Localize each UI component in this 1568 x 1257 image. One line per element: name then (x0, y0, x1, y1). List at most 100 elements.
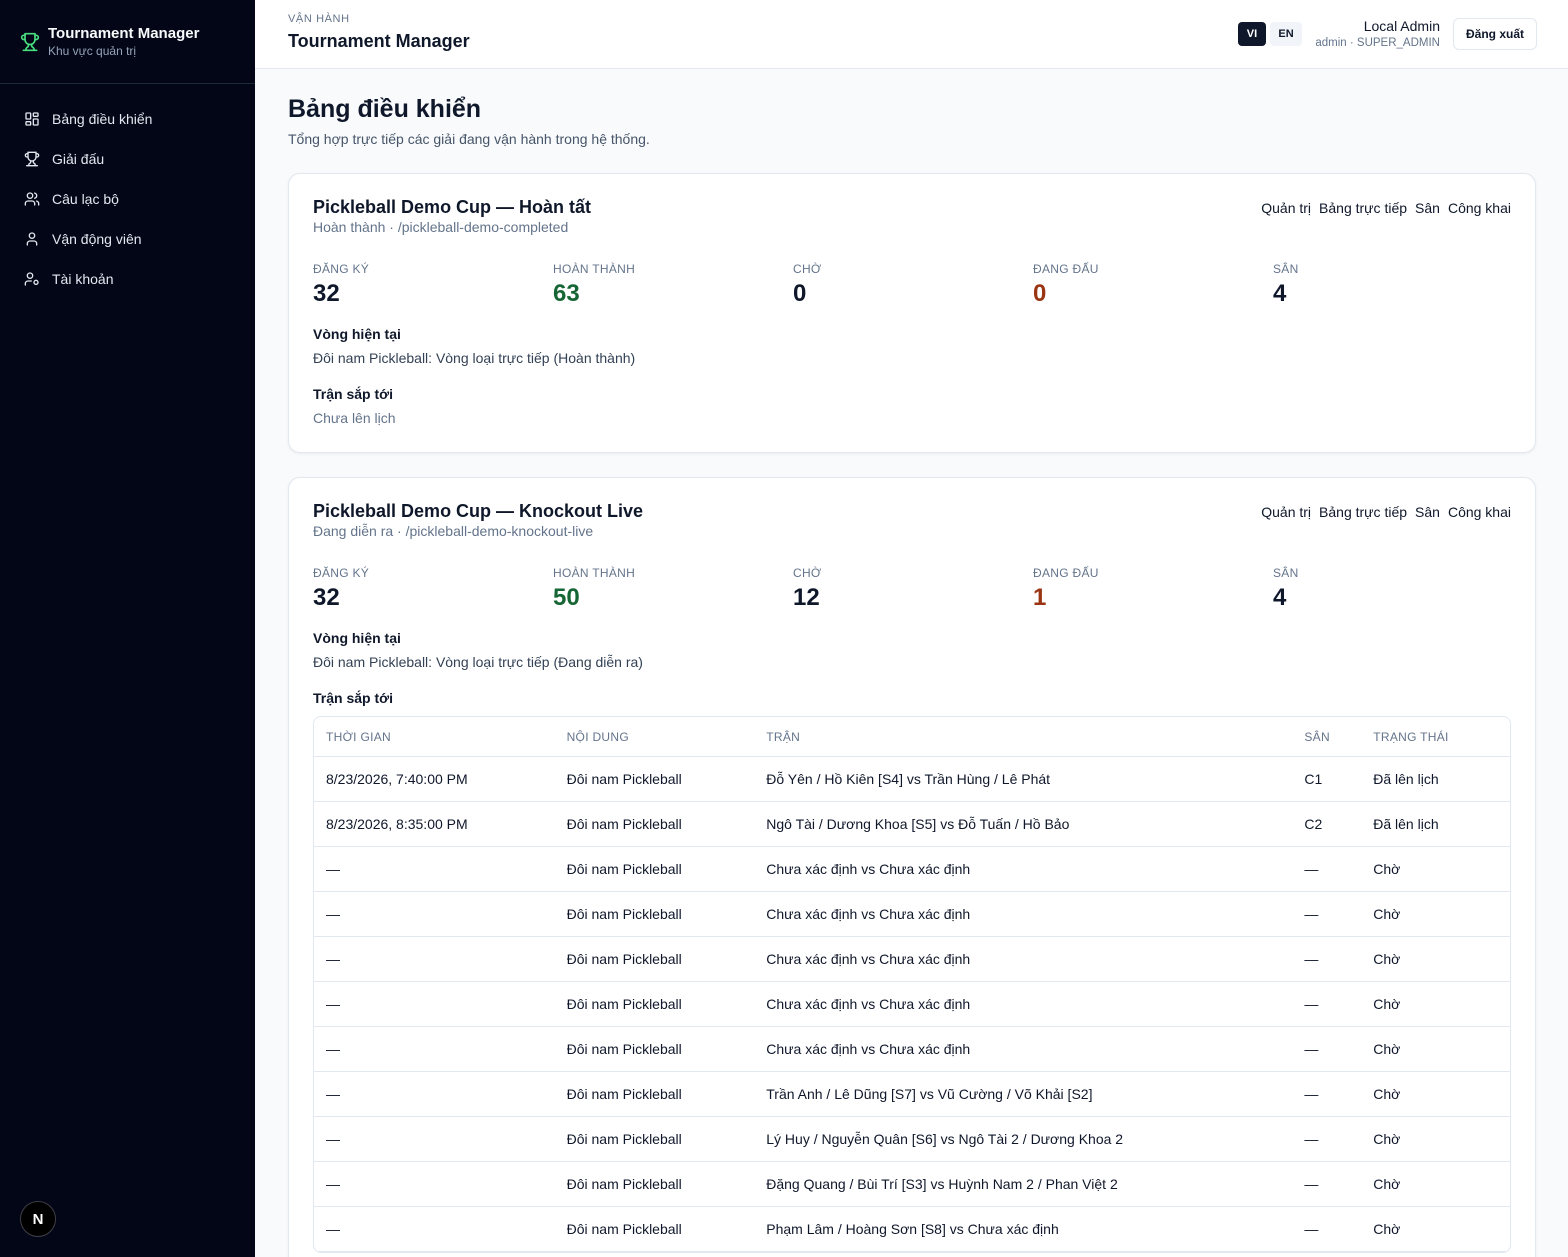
cell-status: Chờ (1373, 1131, 1401, 1147)
current-round-value: Đôi nam Pickleball: Vòng loại trực tiếp … (313, 350, 636, 366)
col-header-time[interactable]: THỜI GIAN (326, 729, 391, 744)
stat-label: HOÀN THÀNH (553, 262, 636, 276)
upcoming-label: Trận sắp tới (313, 690, 393, 706)
stat-value: 12 (793, 584, 820, 611)
current-round-label: Vòng hiện tại (313, 326, 401, 342)
stat-label: ĐĂNG KÝ (313, 566, 370, 580)
brand[interactable]: Tournament Manager Khu vực quản trị (0, 0, 255, 84)
cell-event: Đôi nam Pickleball (566, 1221, 682, 1237)
cell-event: Đôi nam Pickleball (566, 951, 682, 967)
cell-status: Chờ (1373, 1041, 1401, 1057)
cell-court: — (1304, 906, 1319, 922)
stat-label: ĐĂNG KÝ (313, 262, 370, 276)
link-admin[interactable]: Quản trị (1261, 504, 1312, 520)
col-header-court[interactable]: SÂN (1304, 729, 1330, 744)
stat-value: 1 (1033, 584, 1047, 611)
current-round-value: Đôi nam Pickleball: Vòng loại trực tiếp … (313, 654, 643, 670)
cell-court: — (1304, 951, 1319, 967)
tournament-name: Pickleball Demo Cup — Hoàn tất (313, 197, 592, 217)
cell-match: Chưa xác định vs Chưa xác định (766, 906, 971, 922)
cell-event: Đôi nam Pickleball (566, 1131, 682, 1147)
stat-value: 32 (313, 584, 340, 611)
link-public[interactable]: Công khai (1447, 200, 1511, 216)
tournament-card: Pickleball Demo Cup — Knockout Live Đang… (288, 477, 1536, 1257)
cell-court: C2 (1304, 816, 1323, 832)
cell-match: Ngô Tài / Dương Khoa [S5] vs Đỗ Tuấn / H… (766, 816, 1070, 832)
sidebar-item-athletes[interactable]: Vận động viên (0, 219, 255, 259)
cell-status: Chờ (1373, 861, 1401, 877)
cell-time: — (326, 1176, 340, 1192)
table-row[interactable]: — Đôi nam Pickleball Chưa xác định vs Chưa… (314, 937, 1510, 982)
link-public[interactable]: Công khai (1447, 504, 1511, 520)
table-row[interactable]: — Đôi nam Pickleball Lý Huy / Nguyễn Quân … (314, 1117, 1510, 1162)
cell-time: — (326, 1041, 340, 1057)
topbar-eyebrow: VẬN HÀNH (288, 13, 350, 25)
cell-status: Đã lên lịch (1373, 816, 1439, 832)
stat-value: 4 (1273, 584, 1287, 611)
link-admin[interactable]: Quản trị (1261, 200, 1312, 216)
sidebar-item-accounts[interactable]: Tài khoản (0, 259, 255, 299)
cell-time: — (326, 996, 340, 1012)
brand-title: Tournament Manager (48, 24, 200, 42)
sidebar-item-clubs[interactable]: Câu lạc bộ (0, 179, 255, 219)
col-header-event[interactable]: NỘI DUNG (566, 729, 629, 744)
stat-label: CHỜ (793, 262, 822, 276)
table-body: 8/23/2026, 7:40:00 PM Đôi nam Pickleball Đ… (314, 757, 1510, 1252)
lang-en-button[interactable]: EN (1270, 22, 1302, 46)
cell-match: Chưa xác định vs Chưa xác định (766, 861, 971, 877)
stat-registered: ĐĂNG KÝ 32 (313, 566, 553, 612)
cell-event: Đôi nam Pickleball (566, 1176, 682, 1192)
sidebar-nav: Bảng điều khiển Giải đấu Câu lạc bộ Vận … (0, 84, 255, 299)
table-row[interactable]: 8/23/2026, 8:35:00 PM Đôi nam Pickleball N… (314, 802, 1510, 847)
table-row[interactable]: — Đôi nam Pickleball Chưa xác định vs Chưa… (314, 1027, 1510, 1072)
table-row[interactable]: — Đôi nam Pickleball Đặng Quang / Bùi Trí … (314, 1162, 1510, 1207)
stat-label: SÂN (1273, 262, 1299, 276)
col-header-match[interactable]: TRẬN (766, 729, 801, 744)
cell-match: Phạm Lâm / Hoàng Sơn [S8] vs Chưa xác đị… (766, 1221, 1059, 1237)
table-row[interactable]: — Đôi nam Pickleball Trần Anh / Lê Dũng [S… (314, 1072, 1510, 1117)
link-court[interactable]: Sân (1415, 200, 1440, 216)
tournament-card: Pickleball Demo Cup — Hoàn tất Hoàn thàn… (288, 173, 1536, 453)
cell-court: — (1304, 996, 1319, 1012)
stat-completed: HOÀN THÀNH 63 (553, 262, 793, 308)
user-role: admin · SUPER_ADMIN (1315, 37, 1440, 49)
stat-waiting: CHỜ 0 (793, 262, 1033, 308)
stat-value: 0 (1033, 280, 1047, 307)
table-row[interactable]: — Đôi nam Pickleball Chưa xác định vs Chưa… (314, 847, 1510, 892)
link-live-board[interactable]: Bảng trực tiếp (1319, 200, 1408, 216)
table-row[interactable]: — Đôi nam Pickleball Chưa xác định vs Chưa… (314, 982, 1510, 1027)
cell-status: Chờ (1373, 1221, 1401, 1237)
stat-completed: HOÀN THÀNH 50 (553, 566, 793, 612)
link-court[interactable]: Sân (1415, 504, 1440, 520)
avatar[interactable]: N (20, 1201, 56, 1237)
col-header-status[interactable]: TRẠNG THÁI (1373, 729, 1449, 744)
cell-status: Chờ (1373, 996, 1401, 1012)
sidebar-item-tournaments[interactable]: Giải đấu (0, 139, 255, 179)
stat-waiting: CHỜ 12 (793, 566, 1033, 612)
cell-court: — (1304, 1086, 1319, 1102)
logout-button[interactable]: Đăng xuất (1453, 18, 1537, 50)
cell-status: Đã lên lịch (1373, 771, 1439, 787)
table-row[interactable]: 8/23/2026, 7:40:00 PM Đôi nam Pickleball Đ… (314, 757, 1510, 802)
page-title: Bảng điều khiển (288, 95, 482, 123)
table-row[interactable]: — Đôi nam Pickleball Chưa xác định vs Chưa… (314, 892, 1510, 937)
lang-vi-button[interactable]: VI (1238, 22, 1266, 46)
sidebar-item-label: Tài khoản (52, 271, 114, 287)
topbar-title: Tournament Manager (288, 31, 470, 51)
cell-time: — (326, 1131, 340, 1147)
stat-courts: SÂN 4 (1273, 566, 1513, 612)
table-row[interactable]: — Đôi nam Pickleball Phạm Lâm / Hoàng Sơn … (314, 1207, 1510, 1252)
tournament-links: Quản trị Bảng trực tiếp Sân Công khai (1261, 200, 1511, 216)
users-icon (24, 191, 40, 207)
stat-label: CHỜ (793, 566, 822, 580)
stat-value: 50 (553, 584, 580, 611)
current-round-label: Vòng hiện tại (313, 630, 401, 646)
topbar: VẬN HÀNH Tournament Manager VI EN Local … (255, 0, 1568, 69)
cell-match: Đặng Quang / Bùi Trí [S3] vs Huỳnh Nam 2… (766, 1176, 1118, 1192)
cell-match: Chưa xác định vs Chưa xác định (766, 1041, 971, 1057)
sidebar-item-dashboard[interactable]: Bảng điều khiển (0, 99, 255, 139)
brand-subtitle: Khu vực quản trị (48, 43, 137, 58)
cell-event: Đôi nam Pickleball (566, 996, 682, 1012)
cell-court: — (1304, 1221, 1319, 1237)
link-live-board[interactable]: Bảng trực tiếp (1319, 504, 1408, 520)
